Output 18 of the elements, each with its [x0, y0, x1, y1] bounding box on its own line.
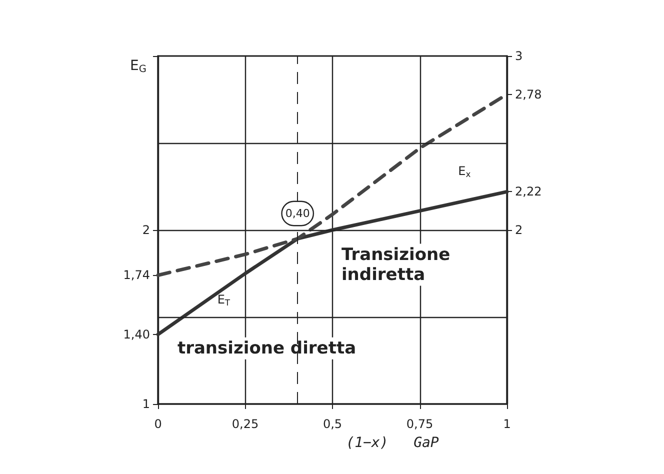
line-series	[156, 190, 509, 336]
ref-line-label: 0,40	[285, 207, 310, 220]
x-tick-label: 1	[503, 417, 511, 431]
annotation: transizione diretta	[177, 338, 356, 358]
y-tick-label: 1	[142, 397, 150, 411]
x-axis-title: (1−x) GaP	[346, 435, 440, 451]
y2-tick-label: 2,22	[515, 184, 542, 199]
x-tick-label: 0,25	[232, 417, 259, 431]
y2-tick-label: 3	[515, 49, 523, 63]
y-tick-label: 2	[142, 223, 150, 237]
y2-tick-label: 2	[515, 223, 523, 237]
x-tick-label: 0	[154, 417, 162, 431]
y-tick-label: 1,40	[123, 327, 150, 342]
annotation: Transizione indiretta	[341, 244, 450, 285]
x-tick-label: 0,75	[406, 417, 434, 431]
y-tick-label: 1,74	[123, 268, 150, 282]
x-tick-label: 0,5	[322, 417, 342, 431]
y2-tick-label: 2,78	[515, 87, 542, 102]
